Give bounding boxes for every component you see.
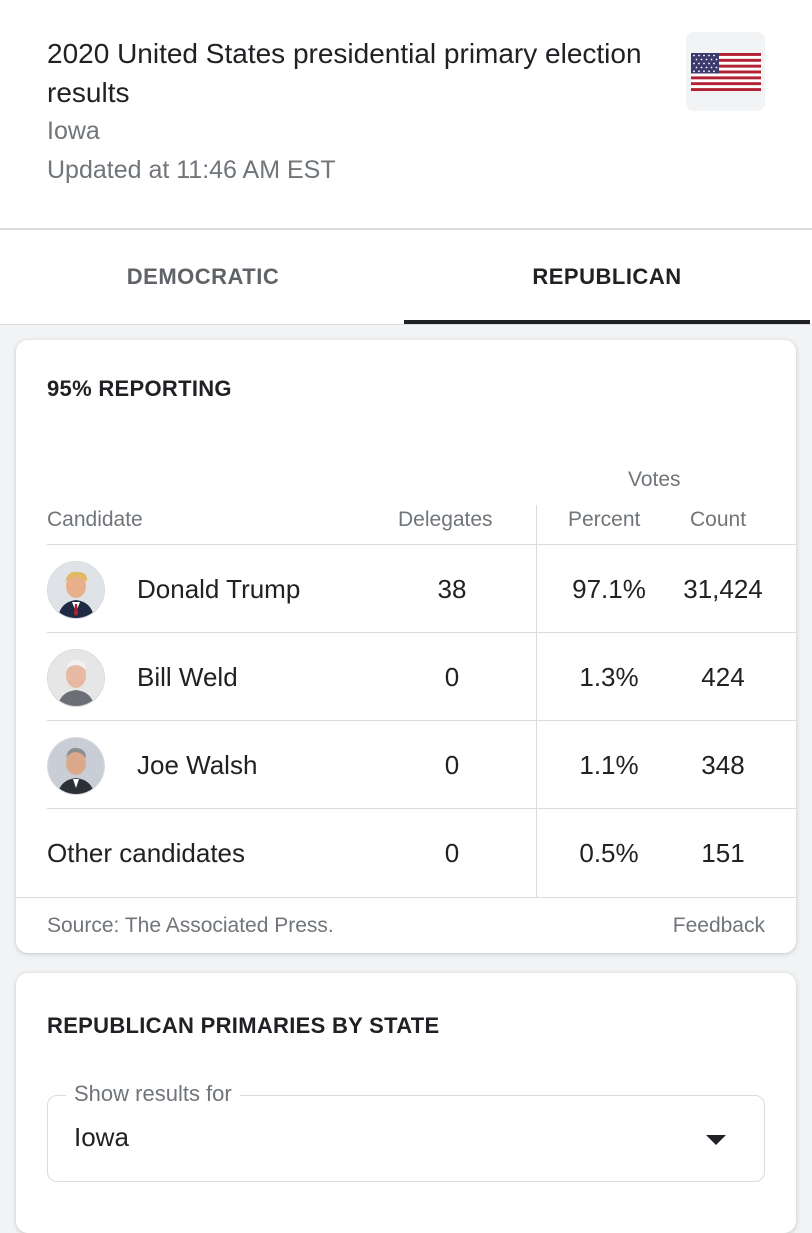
table-row[interactable]: Donald Trump 38 97.1% 31,424 [47,545,796,633]
table-divider [47,808,796,809]
candidate-avatar [47,561,105,619]
percent-value: 1.1% [579,749,639,780]
results-header: 2020 United States presidential primary … [0,0,812,230]
party-tabs: DEMOCRATIC REPUBLICAN [0,230,812,325]
section-heading: REPUBLICAN PRIMARIES BY STATE [47,1013,440,1038]
table-divider [47,632,796,633]
percent-value: 0.5% [579,837,639,868]
table-row[interactable]: Joe Walsh 0 1.1% 348 [47,721,796,809]
percent-value: 97.1% [572,573,646,604]
count-column-header: Count [690,508,747,531]
active-tab-indicator [404,320,810,324]
reporting-status: 95% REPORTING [47,376,232,401]
count-value: 151 [701,837,745,868]
tab-republican[interactable]: REPUBLICAN [532,264,682,289]
count-value: 348 [701,749,745,780]
table-column-divider [536,505,537,897]
table-divider [16,897,796,898]
state-name: Iowa [47,117,100,145]
percent-column-header: Percent [568,508,641,531]
us-flag-icon [686,32,765,111]
table-divider [47,544,796,545]
results-card: 95% REPORTING Votes Candidate Delegates … [16,340,796,953]
delegates-value: 0 [444,837,460,868]
delegates-value: 0 [444,749,460,780]
delegates-value: 38 [437,573,467,604]
updated-timestamp: Updated at 11:46 AM EST [47,156,336,184]
dropdown-arrow-icon[interactable] [706,1135,726,1145]
primaries-by-state-card: REPUBLICAN PRIMARIES BY STATE Show resul… [16,973,796,1233]
tab-democratic[interactable]: DEMOCRATIC [126,264,280,289]
source-attribution: Source: The Associated Press. [47,914,334,937]
candidate-name: Bill Weld [137,661,238,692]
candidate-column-header: Candidate [47,508,143,531]
percent-value: 1.3% [579,661,639,692]
candidate-name: Joe Walsh [137,749,258,780]
count-value: 424 [701,661,745,692]
page-title: 2020 United States presidential primary … [47,38,642,108]
table-divider [47,720,796,721]
votes-column-group-header: Votes [628,468,681,491]
table-row[interactable]: Bill Weld 0 1.3% 424 [47,633,796,721]
candidate-name: Other candidates [47,837,246,868]
delegates-value: 0 [444,661,460,692]
feedback-link[interactable]: Feedback [672,914,765,937]
candidate-avatar [47,737,105,795]
state-select[interactable]: Show results for Iowa [47,1081,765,1182]
select-label: Show results for [66,1081,240,1107]
candidate-name: Donald Trump [137,573,301,604]
candidate-avatar [47,649,105,707]
table-row[interactable]: Other candidates 0 0.5% 151 [47,809,796,897]
count-value: 31,424 [683,573,763,604]
delegates-column-header: Delegates [398,508,493,531]
select-value: Iowa [74,1122,129,1152]
